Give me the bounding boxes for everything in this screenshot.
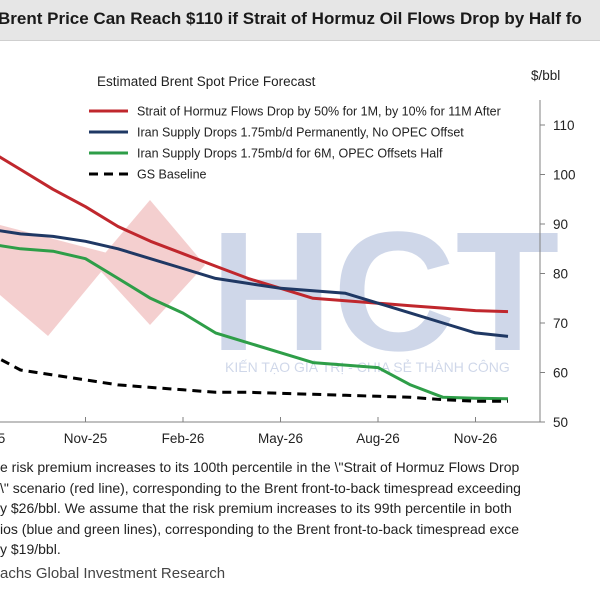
- legend-label: Strait of Hormuz Flows Drop by 50% for 1…: [137, 105, 501, 119]
- headline-text: Brent Price Can Reach $110 if Strait of …: [0, 9, 582, 28]
- chart-title: Estimated Brent Spot Price Forecast: [97, 74, 316, 89]
- series-line-2: [0, 229, 509, 338]
- source-note: achs Global Investment Research: [0, 565, 226, 582]
- series-line-3: [0, 244, 509, 401]
- caption-line: y $26/bbl. We assume that the risk premi…: [0, 500, 512, 516]
- legend: Strait of Hormuz Flows Drop by 50% for 1…: [89, 105, 501, 182]
- x-tick-label: May-26: [258, 431, 303, 446]
- legend-label: Iran Supply Drops 1.75mb/d Permanently, …: [137, 126, 464, 140]
- legend-label: GS Baseline: [137, 168, 207, 182]
- y-tick-label: 110: [553, 118, 575, 133]
- series-line-1: [0, 155, 509, 314]
- y-tick-label: 50: [553, 415, 568, 430]
- headline-bar: Brent Price Can Reach $110 if Strait of …: [0, 0, 600, 41]
- y-axis-ticks: 50 60 70 80 90 100 110: [540, 118, 576, 430]
- brent-forecast-chart: HCT KIẾN TẠO GIÁ TRỊ - CHIA SẺ THÀNH CÔN…: [0, 68, 576, 446]
- x-tick-label: ug-25: [0, 431, 5, 446]
- series-lines: [0, 155, 509, 403]
- x-axis-ticks: ug-25 Nov-25 Feb-26 May-26 Aug-26 Nov-26: [0, 417, 497, 446]
- y-tick-label: 80: [553, 267, 568, 282]
- caption-line: ios (blue and green lines), correspondin…: [0, 520, 520, 537]
- y-tick-label: 90: [553, 217, 568, 232]
- caption-line: e risk premium increases to its 100th pe…: [0, 459, 520, 475]
- watermark-logo-shape: [0, 225, 115, 336]
- y-tick-label: 100: [553, 168, 576, 183]
- y-tick-label: 60: [553, 366, 568, 381]
- legend-label: Iran Supply Drops 1.75mb/d for 6M, OPEC …: [137, 147, 443, 161]
- x-tick-label: Nov-25: [64, 431, 108, 446]
- watermark: HCT KIẾN TẠO GIÁ TRỊ - CHIA SẺ THÀNH CÔN…: [0, 197, 559, 387]
- x-tick-label: Nov-26: [454, 431, 498, 446]
- x-tick-label: Aug-26: [356, 431, 400, 446]
- caption-line: \" scenario (red line), corresponding to…: [0, 479, 521, 496]
- caption: e risk premium increases to its 100th pe…: [0, 457, 600, 560]
- x-tick-label: Feb-26: [162, 431, 205, 446]
- y-tick-label: 70: [553, 316, 568, 331]
- watermark-logo-text: HCT: [210, 197, 559, 387]
- series-line-4: [0, 357, 508, 403]
- caption-line: y $19/bbl.: [0, 541, 61, 557]
- watermark-logo-shape: [95, 200, 205, 325]
- y-axis-unit: $/bbl: [531, 68, 560, 83]
